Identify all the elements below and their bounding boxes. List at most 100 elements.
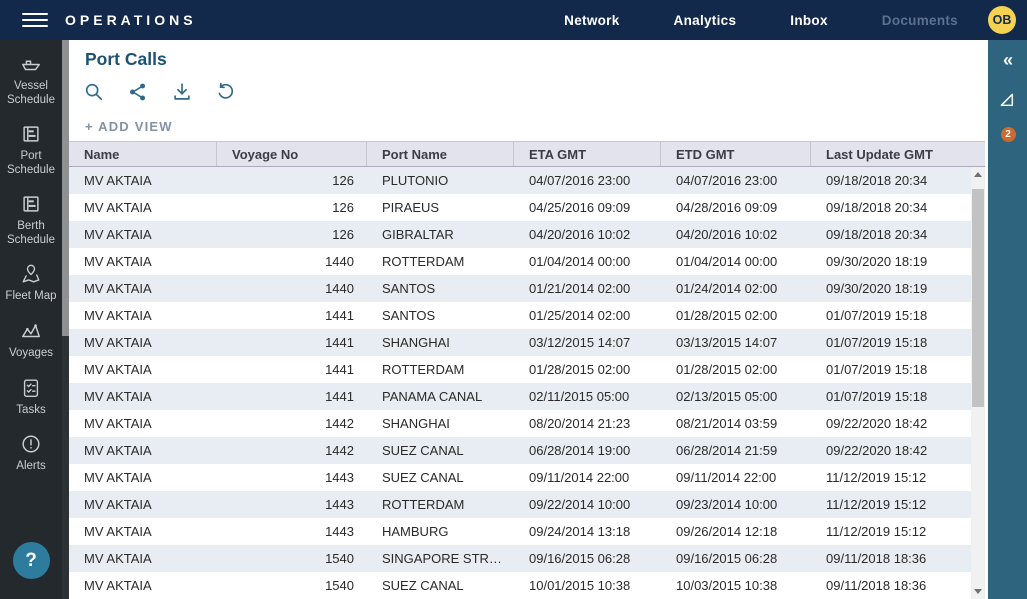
nav-item-analytics[interactable]: Analytics (673, 12, 737, 28)
cell-updated: 09/11/2018 18:36 (826, 551, 927, 566)
cell-eta: 10/01/2015 10:38 (529, 578, 631, 593)
select-tool-button[interactable] (997, 90, 1018, 111)
cell-port: PIRAEUS (382, 200, 440, 215)
cell-updated: 11/12/2019 15:12 (826, 470, 927, 485)
cell-voyage: 1440 (325, 281, 354, 296)
table-row[interactable]: MV AKTAIA 1441 SHANGHAI 03/12/2015 14:07 03/… (69, 329, 971, 356)
table-row[interactable]: MV AKTAIA 1441 SANTOS 01/25/2014 02:00 01/28… (69, 302, 971, 329)
top-bar: OPERATIONS Network Analytics Inbox Docum… (0, 0, 1027, 40)
avatar[interactable]: OB (988, 6, 1016, 34)
download-button[interactable] (171, 81, 193, 103)
table-row[interactable]: MV AKTAIA 126 GIBRALTAR 04/20/2016 10:02 04/… (69, 221, 971, 248)
cell-updated: 09/18/2018 20:34 (826, 200, 928, 215)
ship-icon (22, 60, 40, 71)
column-header-voyage-no[interactable]: Voyage No (217, 142, 367, 166)
brand-title: OPERATIONS (65, 12, 197, 28)
cell-updated: 01/07/2019 15:18 (826, 335, 928, 350)
cell-etd: 01/24/2014 02:00 (676, 281, 778, 296)
column-header-port-name[interactable]: Port Name (367, 142, 514, 166)
collapse-panel-button[interactable]: « (1002, 50, 1013, 70)
cell-eta: 09/16/2015 06:28 (529, 551, 631, 566)
table-row[interactable]: MV AKTAIA 1442 SUEZ CANAL 06/28/2014 19:00 0… (69, 437, 971, 464)
cell-eta: 04/25/2016 09:09 (529, 200, 631, 215)
cell-updated: 11/12/2019 15:12 (826, 497, 927, 512)
scroll-down-arrow-icon[interactable] (974, 589, 982, 594)
cell-name: MV AKTAIA (84, 173, 152, 188)
sidebar-scrollbar-thumb[interactable] (62, 40, 69, 336)
scroll-up-arrow-icon[interactable] (974, 172, 982, 177)
cell-eta: 01/21/2014 02:00 (529, 281, 631, 296)
sidebar-item-label: Port Schedule (7, 150, 55, 176)
nav-item-network[interactable]: Network (564, 12, 620, 28)
cell-voyage: 126 (332, 200, 354, 215)
table-row[interactable]: MV AKTAIA 1440 SANTOS 01/21/2014 02:00 01/24… (69, 275, 971, 302)
cell-port: GIBRALTAR (382, 227, 454, 242)
table-row[interactable]: MV AKTAIA 1440 ROTTERDAM 01/04/2014 00:00 01… (69, 248, 971, 275)
scrollbar-thumb[interactable] (972, 189, 984, 407)
table-row[interactable]: MV AKTAIA 1443 HAMBURG 09/24/2014 13:18 09/2… (69, 518, 971, 545)
sidebar-item-label: Fleet Map (5, 290, 57, 303)
sidebar-item-label: Voyages (8, 346, 54, 359)
port-calls-table: Name Voyage No Port Name ETA GMT ETD GMT… (69, 141, 988, 599)
set-square-icon (1000, 93, 1014, 107)
cell-port: ROTTERDAM (382, 362, 465, 377)
filter-badge: 2 (1000, 127, 1016, 142)
table-row[interactable]: MV AKTAIA 126 PLUTONIO 04/07/2016 23:00 04/0… (69, 167, 971, 194)
cell-port: SHANGHAI (382, 416, 450, 431)
table-row[interactable]: MV AKTAIA 1443 ROTTERDAM 09/22/2014 10:00 09… (69, 491, 971, 518)
hamburger-menu-icon[interactable] (22, 9, 48, 31)
cell-voyage: 1540 (325, 578, 354, 593)
help-button[interactable]: ? (12, 542, 50, 579)
cell-port: PANAMA CANAL (382, 389, 483, 404)
sidebar-item-voyages[interactable]: Voyages (0, 320, 62, 361)
cell-voyage: 1540 (325, 551, 354, 566)
cell-etd: 01/28/2015 02:00 (676, 308, 778, 323)
undo-button[interactable] (215, 81, 237, 103)
table-row[interactable]: MV AKTAIA 1540 SINGAPORE STR… 09/16/2015 06… (69, 545, 971, 572)
cell-eta: 02/11/2015 05:00 (529, 389, 630, 404)
cell-voyage: 1441 (325, 335, 354, 350)
sidebar-scrollbar[interactable] (62, 40, 69, 599)
cell-name: MV AKTAIA (84, 497, 152, 512)
cell-name: MV AKTAIA (84, 470, 152, 485)
sidebar-item-port-schedule[interactable]: Port Schedule (0, 123, 62, 177)
cell-voyage: 1443 (325, 497, 354, 512)
download-icon (174, 83, 190, 100)
table-row[interactable]: MV AKTAIA 126 PIRAEUS 04/25/2016 09:09 04/28… (69, 194, 971, 221)
sidebar-item-fleet-map[interactable]: Fleet Map (0, 263, 62, 304)
route-icon (22, 324, 40, 338)
cell-voyage: 1441 (325, 308, 354, 323)
cell-etd: 09/23/2014 10:00 (676, 497, 778, 512)
map-pin-icon (22, 264, 40, 283)
cell-etd: 09/11/2014 22:00 (676, 470, 777, 485)
cell-name: MV AKTAIA (84, 578, 152, 593)
cell-etd: 08/21/2014 03:59 (676, 416, 778, 431)
table-row[interactable]: MV AKTAIA 1441 PANAMA CANAL 02/11/2015 05:0… (69, 383, 971, 410)
share-button[interactable] (127, 81, 149, 103)
search-button[interactable] (83, 81, 105, 103)
sidebar-item-alerts[interactable]: Alerts (0, 433, 62, 474)
add-view-button[interactable]: + ADD VIEW (85, 119, 173, 134)
column-header-eta-gmt[interactable]: ETA GMT (514, 142, 661, 166)
cell-updated: 09/22/2020 18:42 (826, 416, 928, 431)
sidebar-item-vessel-schedule[interactable]: Vessel Schedule (0, 53, 62, 107)
cell-name: MV AKTAIA (84, 389, 152, 404)
nav-item-inbox[interactable]: Inbox (790, 12, 828, 28)
table-row[interactable]: MV AKTAIA 1443 SUEZ CANAL 09/11/2014 22:00 0… (69, 464, 971, 491)
cell-name: MV AKTAIA (84, 524, 152, 539)
cell-updated: 01/07/2019 15:18 (826, 389, 928, 404)
sidebar-item-berth-schedule[interactable]: Berth Schedule (0, 193, 62, 247)
cell-etd: 09/26/2014 12:18 (676, 524, 778, 539)
nav-item-documents[interactable]: Documents (881, 12, 958, 28)
table-vertical-scrollbar[interactable] (971, 167, 985, 599)
column-header-name[interactable]: Name (69, 142, 217, 166)
table-header: Name Voyage No Port Name ETA GMT ETD GMT… (69, 141, 985, 167)
sidebar-item-tasks[interactable]: Tasks (0, 377, 62, 418)
table-row[interactable]: MV AKTAIA 1442 SHANGHAI 08/20/2014 21:23 08/… (69, 410, 971, 437)
cell-updated: 09/18/2018 20:34 (826, 173, 928, 188)
column-header-etd-gmt[interactable]: ETD GMT (661, 142, 811, 166)
table-row[interactable]: MV AKTAIA 1540 SUEZ CANAL 10/01/2015 10:38 1… (69, 572, 971, 599)
cell-etd: 01/04/2014 00:00 (676, 254, 778, 269)
column-header-last-update[interactable]: Last Update GMT (826, 146, 933, 162)
table-row[interactable]: MV AKTAIA 1441 ROTTERDAM 01/28/2015 02:00 01… (69, 356, 971, 383)
